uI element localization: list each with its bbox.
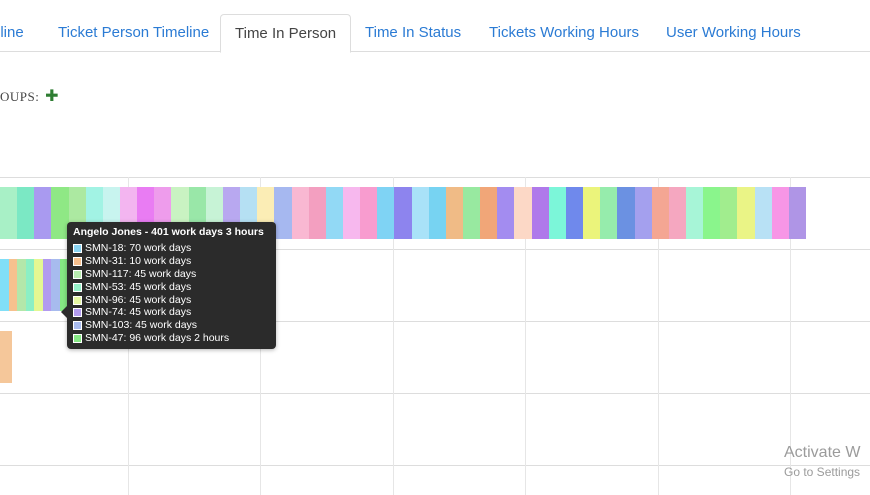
- bar-segment[interactable]: [668, 187, 687, 239]
- tooltip-item-label: SMN-47: 96 work days 2 hours: [85, 332, 230, 345]
- groups-label: OUPS: ✚: [0, 86, 59, 105]
- bar-segment[interactable]: [651, 187, 670, 239]
- grid-line: [525, 177, 526, 495]
- grid-line: [0, 249, 870, 250]
- bar-segment[interactable]: [59, 259, 69, 311]
- bar-segment[interactable]: [617, 187, 635, 239]
- bar-segment[interactable]: [788, 187, 807, 239]
- tab-user-working-hours[interactable]: User Working Hours: [666, 24, 801, 41]
- tab-timeline[interactable]: eline: [0, 24, 24, 41]
- grid-line: [0, 321, 870, 322]
- bar-segment[interactable]: [685, 187, 704, 239]
- tooltip-item: SMN-74: 45 work days: [73, 306, 270, 319]
- bar-segment[interactable]: [0, 187, 18, 239]
- legend-swatch: [73, 256, 82, 266]
- tooltip-item-label: SMN-53: 45 work days: [85, 280, 192, 293]
- bar-segment[interactable]: [703, 187, 721, 239]
- tooltip-item: SMN-47: 96 work days 2 hours: [73, 332, 270, 345]
- tooltip-arrow: [61, 306, 67, 318]
- person-bar-row-1[interactable]: [0, 187, 807, 239]
- bar-segment[interactable]: [17, 259, 26, 311]
- bar-segment[interactable]: [51, 187, 70, 239]
- bar-segment[interactable]: [274, 187, 293, 239]
- legend-swatch: [73, 282, 82, 292]
- tooltip-item-label: SMN-31: 10 work days: [85, 254, 192, 267]
- bar-segment[interactable]: [600, 187, 618, 239]
- bar-segment[interactable]: [514, 187, 533, 239]
- tooltip-item: SMN-117: 45 work days: [73, 268, 270, 281]
- bar-segment[interactable]: [497, 187, 515, 239]
- bar-segment[interactable]: [463, 187, 481, 239]
- grid-line: [658, 177, 659, 495]
- bar-segment[interactable]: [325, 187, 344, 239]
- tooltip-item-label: SMN-18: 70 work days: [85, 242, 192, 254]
- tooltip-items: SMN-18: 70 work days SMN-31: 10 work days…: [73, 242, 270, 345]
- time-in-person-chart: [0, 177, 870, 495]
- grid-line: [0, 465, 870, 466]
- tooltip-item-label: SMN-96: 45 work days: [85, 293, 192, 306]
- activation-watermark: Activate W Go to Settings: [784, 444, 860, 479]
- bar-segment[interactable]: [51, 259, 60, 311]
- watermark-subtitle: Go to Settings: [784, 465, 861, 479]
- bar-segment[interactable]: [34, 187, 52, 239]
- groups-text: OUPS:: [0, 89, 40, 104]
- tooltip-item: SMN-53: 45 work days: [73, 281, 270, 294]
- bar-segment[interactable]: [0, 331, 12, 383]
- bar-segment[interactable]: [531, 187, 550, 239]
- bar-segment[interactable]: [634, 187, 653, 239]
- bar-segment[interactable]: [771, 187, 790, 239]
- person-bar-row-2[interactable]: [0, 259, 69, 311]
- legend-swatch: [73, 295, 82, 305]
- watermark-title: Activate W: [784, 444, 861, 461]
- grid-line: [0, 393, 870, 394]
- bar-segment[interactable]: [308, 187, 327, 239]
- tooltip-item: SMN-18: 70 work days: [73, 242, 270, 255]
- bar-segment[interactable]: [25, 259, 35, 311]
- legend-swatch: [73, 269, 82, 279]
- legend-swatch: [73, 243, 82, 253]
- tooltip-item: SMN-31: 10 work days: [73, 255, 270, 268]
- bar-segment[interactable]: [754, 187, 773, 239]
- tab-ticket-person-timeline[interactable]: Ticket Person Timeline: [58, 24, 210, 41]
- tooltip-item: SMN-96: 45 work days: [73, 294, 270, 307]
- tab-time-in-status[interactable]: Time In Status: [365, 24, 462, 41]
- tab-bar: eline Ticket Person Timeline Time In Per…: [0, 0, 870, 53]
- tooltip-title: Angelo Jones - 401 work days 3 hours: [73, 226, 264, 238]
- bar-segment[interactable]: [394, 187, 413, 239]
- bar-segment[interactable]: [291, 187, 310, 239]
- person-bar-row-3[interactable]: [0, 331, 12, 383]
- bar-segment[interactable]: [428, 187, 447, 239]
- tooltip-item-label: SMN-74: 45 work days: [85, 306, 192, 319]
- plus-icon[interactable]: ✚: [45, 86, 60, 105]
- bar-segment[interactable]: [565, 187, 584, 239]
- tooltip: Angelo Jones - 401 work days 3 hours SMN…: [61, 222, 276, 349]
- tooltip-item-label: SMN-103: 45 work days: [85, 319, 198, 332]
- legend-swatch: [73, 334, 82, 344]
- tab-tickets-working-hours[interactable]: Tickets Working Hours: [489, 24, 640, 41]
- tab-time-in-person[interactable]: Time In Person: [220, 14, 352, 53]
- bar-segment[interactable]: [377, 187, 395, 239]
- bar-segment[interactable]: [737, 187, 756, 239]
- grid-line: [0, 177, 870, 178]
- bar-segment[interactable]: [583, 187, 601, 239]
- legend-swatch: [73, 308, 82, 318]
- tooltip-item: SMN-103: 45 work days: [73, 319, 270, 332]
- bar-segment[interactable]: [445, 187, 464, 239]
- legend-swatch: [73, 321, 82, 331]
- bar-segment[interactable]: [480, 187, 498, 239]
- bar-segment[interactable]: [42, 259, 52, 311]
- bar-segment[interactable]: [0, 259, 9, 311]
- bar-segment[interactable]: [720, 187, 738, 239]
- bar-segment[interactable]: [411, 187, 430, 239]
- bar-segment[interactable]: [342, 187, 361, 239]
- bar-segment[interactable]: [360, 187, 378, 239]
- bar-segment[interactable]: [8, 259, 18, 311]
- bar-segment[interactable]: [34, 259, 43, 311]
- bar-segment[interactable]: [17, 187, 35, 239]
- tooltip-item-label: SMN-117: 45 work days: [85, 267, 197, 280]
- grid-line: [790, 177, 791, 495]
- bar-segment[interactable]: [548, 187, 567, 239]
- grid-line: [393, 177, 394, 495]
